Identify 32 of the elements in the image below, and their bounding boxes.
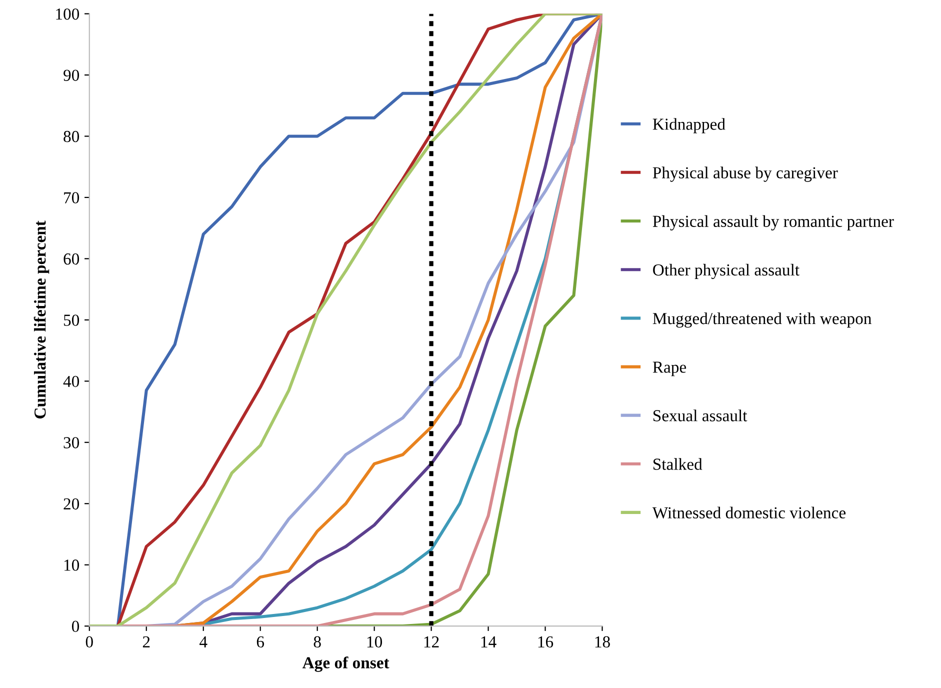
y-tick-label: 50 <box>64 314 80 326</box>
y-tick-label: 20 <box>64 498 80 510</box>
x-tick-label: 14 <box>481 636 496 648</box>
legend-label: Witnessed domestic violence <box>652 506 846 519</box>
legend-label: Kidnapped <box>652 118 726 134</box>
y-tick-label: 90 <box>64 70 80 81</box>
x-tick-label: 16 <box>538 636 554 648</box>
x-tick-label: 10 <box>367 636 382 648</box>
legend-label: Stalked <box>653 458 702 470</box>
y-tick-label: 40 <box>63 376 80 388</box>
x-tick-label: 12 <box>424 636 439 648</box>
y-tick-label: 100 <box>56 8 80 20</box>
y-axis-title: Cumulative lifetime percent <box>34 220 50 418</box>
x-tick-label: 8 <box>314 636 321 648</box>
legend-label: Physical abuse by caregiver <box>652 166 838 182</box>
x-tick-label: 6 <box>256 636 264 648</box>
y-tick-label: 10 <box>64 560 80 571</box>
y-tick-label: 0 <box>72 620 80 632</box>
legend-label: Physical assault by romantic partner <box>652 215 894 230</box>
legend-label: Rape <box>652 362 686 376</box>
legend-label: Mugged/threatened with weapon <box>652 312 872 328</box>
y-tick-label: 80 <box>64 130 80 142</box>
y-tick-label: 30 <box>64 437 80 448</box>
legend-label: Sexual assault <box>653 410 748 422</box>
x-tick-label: 2 <box>142 636 150 648</box>
x-tick-label: 4 <box>200 636 208 648</box>
legend-label: Other physical assault <box>653 264 800 280</box>
y-tick-label: 60 <box>64 253 80 265</box>
x-tick-label: 0 <box>86 636 93 648</box>
x-tick-label: 18 <box>595 636 610 648</box>
x-axis-title: Age of onset <box>302 656 390 672</box>
y-tick-label: 70 <box>64 192 80 204</box>
